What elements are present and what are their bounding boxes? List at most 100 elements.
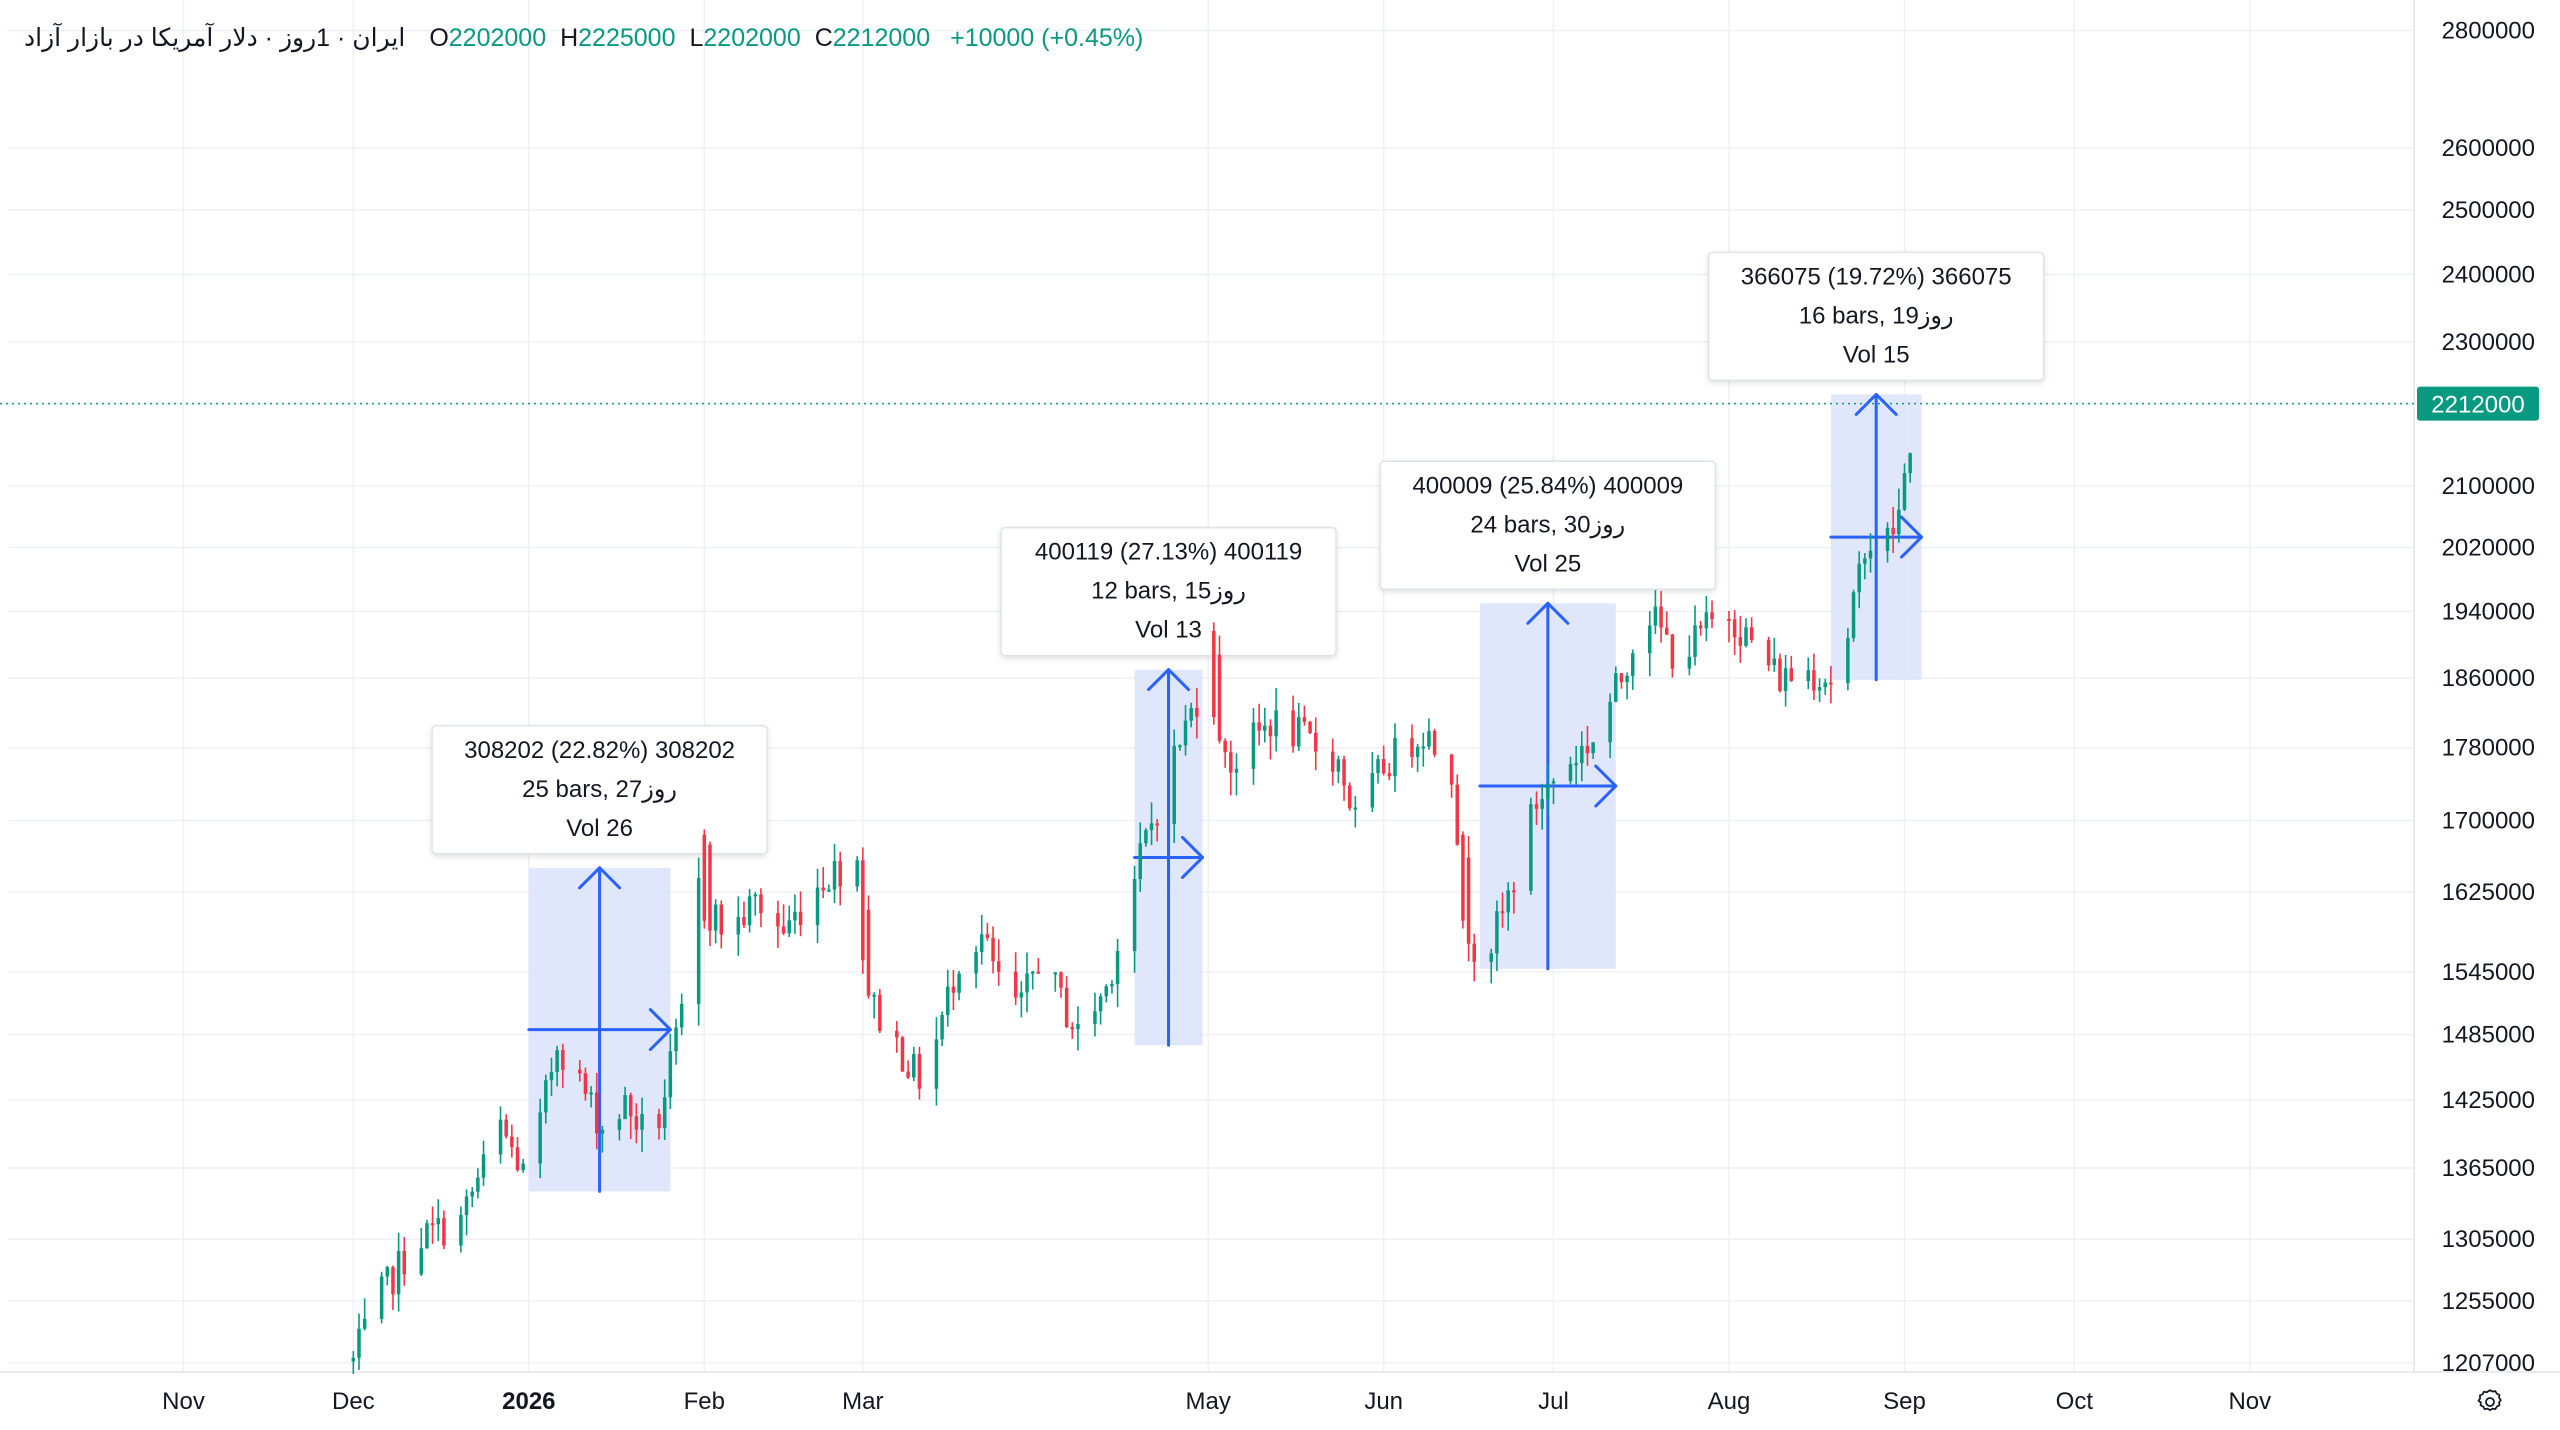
arrow-head-up [1147, 668, 1191, 692]
candle-body [1093, 1011, 1097, 1024]
candle [1455, 774, 1460, 846]
candle [946, 969, 950, 1027]
candle-body [1342, 759, 1346, 786]
candle [776, 900, 780, 948]
candle [510, 1124, 514, 1158]
candle [476, 1168, 480, 1199]
candle [1347, 782, 1352, 811]
measure-info-background [1379, 460, 1717, 591]
candle-body [1217, 654, 1222, 741]
candle [1817, 678, 1822, 703]
candle [1902, 463, 1907, 511]
symbol-title[interactable]: ایران · 1روز · دلار آمریکا در بازار آزاد [24, 24, 406, 52]
candle [787, 905, 791, 938]
candle [1064, 976, 1069, 1029]
time-tick-label: Jun [1364, 1388, 1403, 1415]
candle [1104, 984, 1109, 1003]
candle-body [934, 1039, 939, 1089]
candle [1053, 972, 1058, 992]
candle [600, 1125, 605, 1153]
candle [1070, 1022, 1075, 1039]
candle-body [940, 1015, 944, 1040]
candle-body [589, 1092, 593, 1095]
candle-body [713, 904, 718, 931]
candle-body [561, 1050, 565, 1070]
candle [640, 1097, 644, 1153]
measure-info-background [431, 725, 768, 855]
candle [1495, 900, 1499, 972]
candle-body [1608, 701, 1612, 743]
candle [1427, 718, 1431, 750]
candle-body [1710, 612, 1714, 620]
candle-body [1455, 784, 1460, 845]
candle-body [430, 1223, 435, 1226]
candle [1698, 621, 1703, 636]
candle [1851, 589, 1856, 642]
chart-settings-button[interactable] [2468, 1380, 2512, 1424]
measure-info-line3: Vol 15 [1843, 341, 1910, 368]
candle-body [1432, 731, 1437, 755]
candle [940, 1011, 944, 1046]
candle [436, 1199, 441, 1242]
candle-body [1829, 682, 1833, 685]
candle-body [1387, 773, 1392, 777]
candle-body [583, 1073, 588, 1095]
candle [549, 1057, 554, 1096]
candle [1738, 615, 1743, 663]
grid [8, 0, 2414, 1372]
candle [1257, 703, 1261, 746]
candle-body [1059, 972, 1063, 988]
candle [1223, 738, 1227, 768]
candle [634, 1103, 639, 1144]
candle-body [1568, 763, 1573, 782]
candle-body [623, 1095, 627, 1120]
candle [1812, 653, 1816, 700]
candle-body [555, 1050, 559, 1073]
candle [1172, 729, 1176, 843]
candle-body [1013, 971, 1018, 998]
measure-info-line2: 24 bars, 30روز [1470, 511, 1625, 538]
candle-body [1336, 759, 1341, 772]
candle-body [776, 913, 780, 927]
candle [900, 1035, 905, 1072]
price-axis[interactable]: 2800000 2600000 2500000 2400000 2300000 21000… [2442, 17, 2535, 1376]
candle-body [1251, 722, 1256, 769]
candle [832, 843, 837, 903]
candle [1534, 791, 1539, 825]
measure-arrows[interactable] [1133, 668, 1205, 1047]
price-tick-label: 2600000 [2442, 135, 2535, 162]
candle [1410, 724, 1414, 768]
measure-arrows[interactable] [527, 866, 672, 1193]
candle [481, 1140, 486, 1186]
last-price-label: 2212000 [2431, 392, 2524, 419]
candle-body [425, 1223, 429, 1249]
candle-body [1155, 823, 1159, 826]
candle-body [1664, 627, 1669, 635]
candle-body [1863, 558, 1867, 564]
candle-body [1212, 630, 1216, 718]
candle-body [1132, 879, 1137, 952]
measure-info-line1: 366075 (19.72%) 366075 [1741, 263, 2012, 290]
candle-body [1234, 768, 1239, 773]
measure-info-line3: Vol 25 [1514, 550, 1581, 577]
measure-tools[interactable]: 308202 (22.82%) 308202 25 bars, 27روز Vol … [431, 251, 2045, 1193]
candle-body [1415, 746, 1420, 757]
candle-body [1274, 710, 1278, 737]
candle-body [419, 1248, 424, 1275]
candle-body [1393, 738, 1397, 777]
candle-body [544, 1080, 548, 1113]
time-tick-label: Nov [2228, 1388, 2271, 1415]
time-axis[interactable]: Nov Dec 2026 Feb Mar May Jun Jul Aug Sep Oct Nov [162, 1388, 2271, 1415]
arrow-head-right [1181, 835, 1205, 879]
candle [951, 970, 956, 1011]
measure-arrows[interactable] [1829, 392, 1923, 682]
candle-body [1410, 738, 1414, 757]
candle-body [1631, 653, 1635, 676]
candle [742, 901, 746, 928]
candle-body [1257, 722, 1261, 731]
candle-body [1789, 668, 1794, 681]
candle-body [1902, 473, 1907, 510]
candle-body [1178, 745, 1182, 748]
candle-body [476, 1177, 480, 1192]
